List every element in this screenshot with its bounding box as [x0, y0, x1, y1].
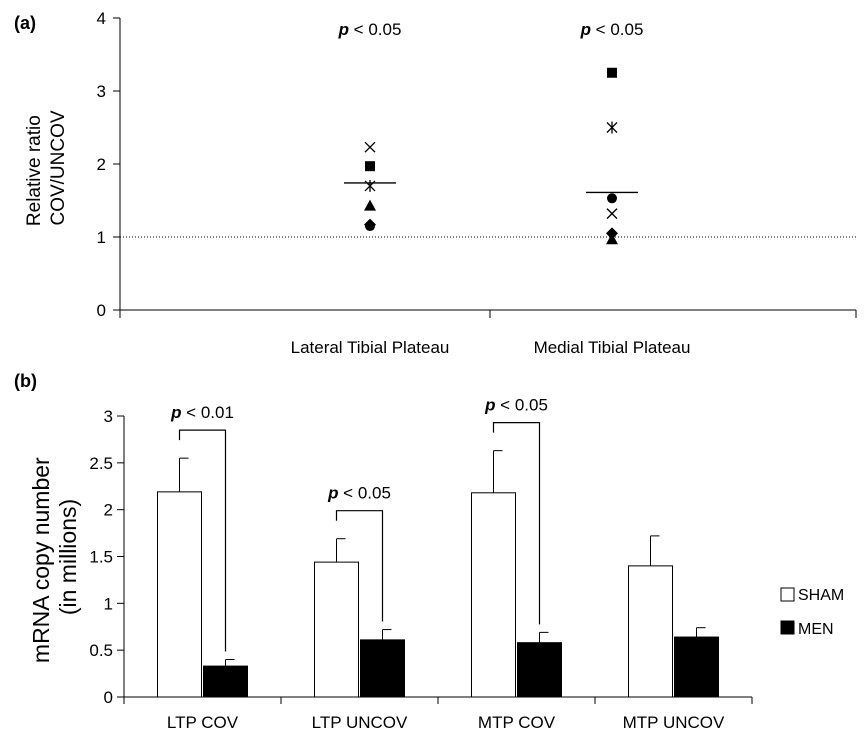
marker-x-stroke: [364, 141, 376, 153]
data-point-square: [607, 67, 617, 78]
panel-a-ylabel-line-2: COV/UNCOV: [48, 110, 69, 225]
marker-x-stroke: [606, 208, 618, 220]
panel-b-y-tick-label: 2.5: [89, 454, 113, 473]
p-threshold: < 0.05: [338, 484, 390, 503]
panel-a-y-tick-label: 0: [97, 301, 106, 320]
panel-b-ylabel: mRNA copy number (in millions): [28, 451, 81, 663]
significance-bracket: p < 0.05: [484, 396, 548, 625]
significance-label: p < 0.05: [484, 396, 548, 415]
p-symbol: p: [580, 20, 591, 39]
bar-men: [517, 642, 562, 698]
panel-b-ylabel-line-2: (in millions): [55, 499, 81, 615]
p-threshold: < 0.01: [181, 403, 233, 422]
panel-b-y-tick-label: 3: [104, 407, 113, 426]
p-threshold: < 0.05: [495, 396, 547, 415]
bar-sham: [628, 565, 673, 698]
data-point-x: [606, 208, 618, 220]
legend-label-sham: SHAM: [798, 587, 844, 604]
significance-bracket: p < 0.01: [170, 403, 234, 652]
panel-b-y-tick-label: 0.5: [89, 641, 113, 660]
panel-a: (a) Relative ratio COV/UNCOV 0 1 2 3 4 p < 0…: [14, 9, 857, 357]
panel-b-category-label: LTP COV: [167, 713, 239, 732]
bracket-line: [335, 510, 384, 622]
panel-a-annotation-lateral: p < 0.05: [338, 20, 402, 39]
bar-sham: [157, 491, 202, 698]
panel-b-ylabel-line-1: mRNA copy number: [28, 457, 54, 663]
panel-a-y-tick-label: 4: [97, 9, 106, 28]
legend: SHAM MEN: [780, 587, 844, 638]
bar-men: [360, 639, 405, 698]
bar-sham: [471, 492, 516, 698]
p-threshold: < 0.05: [591, 20, 643, 39]
data-point-x: [364, 141, 376, 153]
data-point-asterisk: [364, 179, 376, 192]
bracket-line: [178, 429, 227, 652]
data-point-triangle: [606, 233, 618, 245]
legend-swatch-sham: [780, 587, 795, 602]
panel-b-label: (b): [14, 371, 37, 391]
bar-men: [674, 636, 719, 698]
panel-a-ylabel-line-1: Relative ratio: [24, 115, 45, 226]
bar-men: [203, 665, 248, 698]
panel-a-y-tick-label: 3: [97, 82, 106, 101]
significance-bracket: p < 0.05: [327, 484, 391, 622]
marker-triangle: [364, 199, 376, 211]
p-symbol: p: [484, 396, 495, 415]
panel-b-category-label: MTP UNCOV: [623, 713, 725, 732]
panel-a-category-medial: Medial Tibial Plateau: [534, 338, 691, 357]
panel-b: (b) mRNA copy number (in millions) 0 0.5 1…: [14, 371, 844, 732]
legend-label-men: MEN: [798, 621, 834, 638]
p-symbol: p: [338, 20, 349, 39]
marker-triangle: [606, 233, 618, 245]
data-point-circle: [365, 221, 375, 232]
p-threshold: < 0.05: [349, 20, 401, 39]
p-symbol: p: [170, 403, 181, 422]
panel-b-y-tick-label: 0: [104, 688, 113, 707]
marker-circle: [365, 221, 375, 232]
significance-label: p < 0.01: [170, 403, 234, 422]
panel-b-y-tick-label: 1: [104, 594, 113, 613]
panel-a-y-tick-label: 2: [97, 155, 106, 174]
panel-b-category-label: LTP UNCOV: [312, 713, 408, 732]
bracket-line: [492, 422, 541, 625]
marker-square: [365, 161, 375, 172]
panel-b-y-tick-label: 1.5: [89, 548, 113, 567]
p-symbol: p: [327, 484, 338, 503]
panel-a-category-lateral: Lateral Tibial Plateau: [291, 338, 450, 357]
panel-a-label: (a): [14, 13, 36, 33]
marker-square: [607, 67, 617, 78]
panel-a-y-tick-label: 1: [97, 228, 106, 247]
marker-circle: [607, 193, 617, 204]
panel-b-y-tick-label: 2: [104, 501, 113, 520]
data-point-circle: [607, 193, 617, 204]
data-point-triangle: [364, 199, 376, 211]
panel-b-category-label: MTP COV: [478, 713, 556, 732]
significance-label: p < 0.05: [327, 484, 391, 503]
panel-a-annotation-medial: p < 0.05: [580, 20, 644, 39]
data-point-asterisk: [606, 121, 618, 134]
bar-sham: [314, 561, 359, 698]
legend-swatch-men: [780, 620, 795, 635]
panel-a-ylabel: Relative ratio COV/UNCOV: [24, 110, 69, 226]
data-point-square: [365, 161, 375, 172]
